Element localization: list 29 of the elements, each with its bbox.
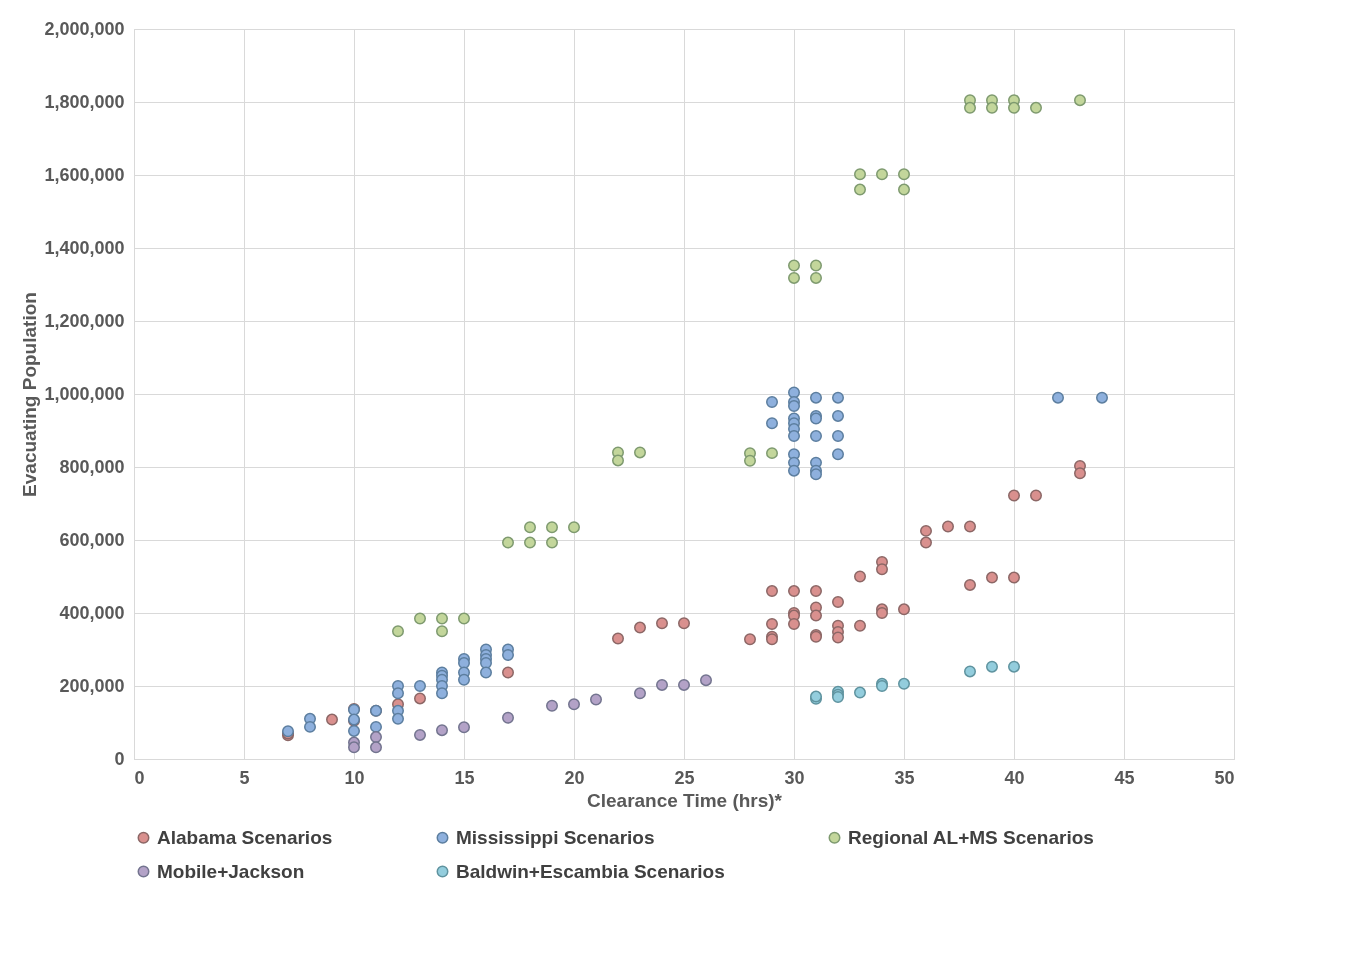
- x-tick-label: 10: [344, 767, 365, 788]
- x-axis-title: Clearance Time (hrs)*: [586, 789, 783, 811]
- x-tick-label: 0: [134, 767, 145, 788]
- y-tick-label: 800,000: [59, 456, 125, 477]
- legend-label: Baldwin+Escambia Scenarios: [456, 860, 725, 882]
- x-tick-label: 35: [894, 767, 915, 788]
- x-tick-label: 40: [1004, 767, 1025, 788]
- y-tick-label: 0: [114, 748, 125, 769]
- x-tick-label: 25: [674, 767, 695, 788]
- y-tick-label: 1,200,000: [44, 310, 125, 331]
- y-tick-label: 400,000: [59, 602, 125, 623]
- y-tick-label: 1,600,000: [44, 164, 125, 185]
- y-tick-label: 1,800,000: [44, 91, 125, 112]
- legend-label: Alabama Scenarios: [157, 826, 333, 848]
- x-tick-label: 50: [1214, 767, 1235, 788]
- y-tick-label: 1,400,000: [44, 237, 125, 258]
- legend-label: Regional AL+MS Scenarios: [848, 826, 1094, 848]
- legend-label: Mobile+Jackson: [157, 860, 305, 882]
- x-tick-label: 30: [784, 767, 805, 788]
- legend-label: Mississippi Scenarios: [456, 826, 655, 848]
- y-axis-title: Evacuating Population: [19, 292, 41, 497]
- y-tick-label: 1,000,000: [44, 383, 125, 404]
- y-tick-label: 600,000: [59, 529, 125, 550]
- y-tick-label: 200,000: [59, 675, 125, 696]
- x-tick-label: 15: [454, 767, 475, 788]
- x-tick-label: 20: [564, 767, 585, 788]
- y-tick-label: 2,000,000: [44, 18, 125, 39]
- x-tick-label: 5: [239, 767, 250, 788]
- x-tick-label: 45: [1114, 767, 1135, 788]
